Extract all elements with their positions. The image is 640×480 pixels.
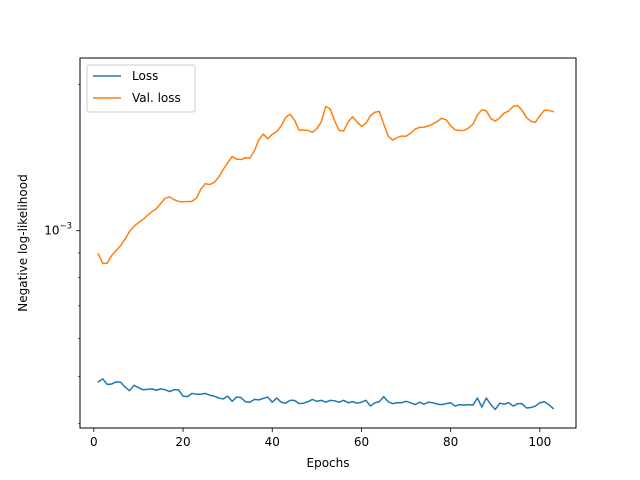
x-tick-label: 0 — [90, 435, 98, 449]
x-axis-label: Epochs — [307, 456, 350, 470]
y-axis-label: Negative log-likelihood — [16, 174, 30, 311]
series-line-1 — [97, 104, 555, 265]
legend-label-loss: Loss — [132, 69, 158, 83]
plot-frame — [79, 57, 577, 429]
y-tick-label: 10−3 — [44, 222, 72, 238]
x-axis: 0 20 40 60 80 100 — [90, 428, 551, 449]
x-tick-label: 40 — [265, 435, 280, 449]
series-layer — [97, 104, 555, 411]
series-line-0 — [97, 378, 555, 411]
x-tick-label: 80 — [443, 435, 458, 449]
legend-label-val-loss: Val. loss — [132, 91, 181, 105]
legend: Loss Val. loss — [86, 64, 196, 113]
x-tick-label: 60 — [354, 435, 369, 449]
x-tick-label: 100 — [528, 435, 551, 449]
x-tick-label: 20 — [175, 435, 190, 449]
y-axis: 10−3 — [44, 84, 80, 425]
plot-area — [80, 58, 576, 428]
